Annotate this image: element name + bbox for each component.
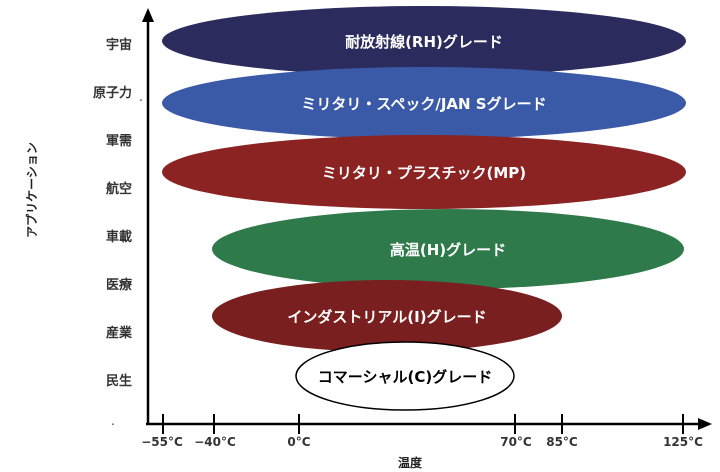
- grade-shape-milspec: [162, 67, 686, 139]
- app-label-automotive: 車載: [106, 229, 132, 245]
- grade-label-mp: ミリタリ・プラスチック(MP): [322, 164, 526, 182]
- y-axis-title: アプリケーション: [24, 142, 39, 238]
- app-label-industrial: 産業: [106, 325, 133, 341]
- temp-label-m40: −40°C: [194, 435, 236, 449]
- x-axis-arrow: [698, 418, 712, 430]
- grade-shape-mp: [162, 135, 686, 209]
- y-axis-arrow: [142, 8, 154, 22]
- temp-label-m55: −55°C: [141, 435, 183, 449]
- app-label-military: 軍需: [106, 134, 132, 149]
- grade-band-mp: ミリタリ・プラスチック(MP): [162, 135, 686, 209]
- app-label-consumer: 民生: [106, 373, 132, 389]
- grade-label-h: 高温(H)グレード: [390, 241, 506, 259]
- stray-dot-top: .: [139, 90, 143, 104]
- temp-label-70: 70°C: [500, 435, 532, 449]
- temp-label-125: 125°C: [663, 435, 703, 449]
- grade-shape-i: [212, 280, 562, 352]
- grade-label-milspec: ミリタリ・スペック/JAN Sグレード: [301, 95, 546, 113]
- stray-dot-bottom: .: [111, 414, 115, 428]
- application-labels: 宇宙 原子力 軍需 航空 車載 医療 産業 民生: [93, 37, 133, 389]
- app-label-aviation: 航空: [106, 181, 132, 197]
- grade-band-milspec: ミリタリ・スペック/JAN Sグレード: [162, 67, 686, 139]
- grade-label-rh: 耐放射線(RH)グレード: [345, 33, 503, 51]
- temp-label-85: 85°C: [546, 435, 578, 449]
- app-label-medical: 医療: [106, 277, 133, 293]
- temp-label-0: 0°C: [287, 435, 310, 449]
- grade-label-c: コマーシャル(C)グレード: [318, 368, 492, 386]
- grade-bands: 耐放射線(RH)グレード ミリタリ・スペック/JAN Sグレード ミリタリ・プラ…: [162, 6, 686, 411]
- grade-band-c: コマーシャル(C)グレード: [295, 341, 515, 411]
- grade-band-rh: 耐放射線(RH)グレード: [162, 6, 686, 76]
- x-ticks: [162, 414, 684, 434]
- x-axis-title: 温度: [398, 455, 423, 470]
- app-label-space: 宇宙: [106, 37, 132, 53]
- grade-label-i: インダストリアル(I)グレード: [287, 308, 486, 326]
- grade-band-h: 高温(H)グレード: [212, 209, 684, 289]
- grade-shape-rh: [162, 6, 686, 76]
- axes: [142, 8, 712, 430]
- temperature-labels: −55°C −40°C 0°C 70°C 85°C 125°C: [141, 435, 703, 449]
- grade-shape-c: [295, 341, 515, 411]
- grade-band-i: インダストリアル(I)グレード: [212, 280, 562, 352]
- app-label-nuclear: 原子力: [93, 85, 132, 101]
- grade-shape-h: [212, 209, 684, 289]
